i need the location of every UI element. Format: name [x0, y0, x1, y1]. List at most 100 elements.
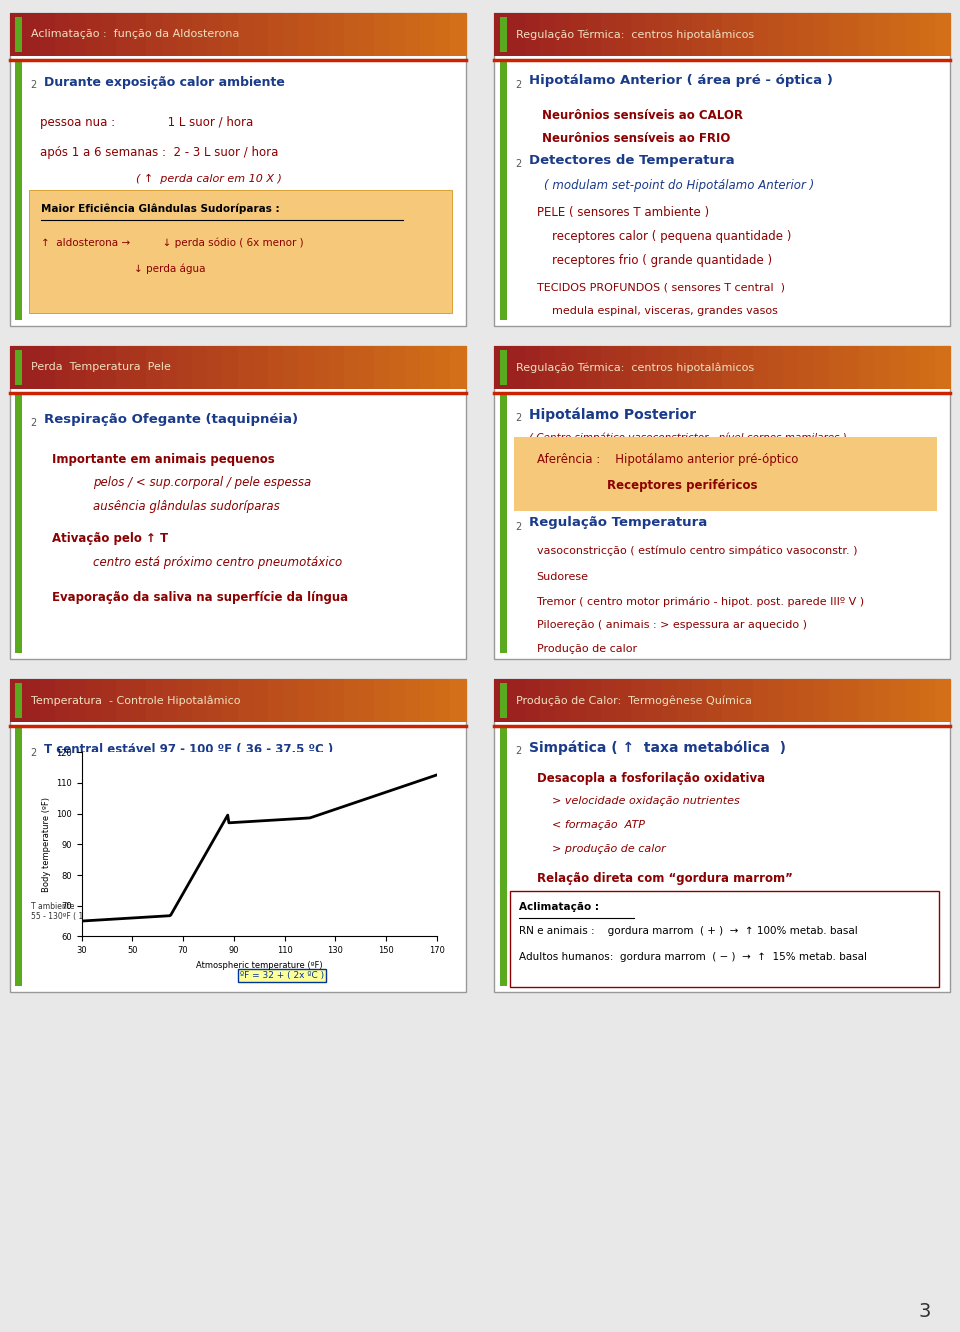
Text: Temperatura  - Controle Hipotalâmico: Temperatura - Controle Hipotalâmico — [31, 695, 240, 706]
FancyBboxPatch shape — [510, 679, 526, 722]
Text: mitocôndria capaz oxidação desacoplada: mitocôndria capaz oxidação desacoplada — [552, 946, 783, 956]
Text: Maior Eficiência Glândulas Sudoríparas :: Maior Eficiência Glândulas Sudoríparas : — [41, 204, 280, 214]
FancyBboxPatch shape — [132, 679, 147, 722]
FancyBboxPatch shape — [268, 679, 284, 722]
FancyBboxPatch shape — [646, 346, 662, 389]
FancyBboxPatch shape — [737, 679, 754, 722]
FancyBboxPatch shape — [146, 679, 162, 722]
Text: Neurônios sensíveis ao FRIO: Neurônios sensíveis ao FRIO — [542, 132, 731, 144]
FancyBboxPatch shape — [920, 346, 936, 389]
FancyBboxPatch shape — [390, 13, 406, 56]
FancyBboxPatch shape — [661, 346, 678, 389]
FancyBboxPatch shape — [85, 13, 102, 56]
Text: > velocidade oxidação nutrientes: > velocidade oxidação nutrientes — [552, 797, 740, 806]
FancyBboxPatch shape — [10, 13, 26, 56]
Text: Perda  Temperatura  Pele: Perda Temperatura Pele — [31, 362, 171, 373]
Text: 2: 2 — [516, 746, 522, 755]
Text: Tremor ( centro motor primário - hipot. post. parede IIIº V ): Tremor ( centro motor primário - hipot. … — [537, 597, 864, 607]
FancyBboxPatch shape — [586, 679, 602, 722]
FancyBboxPatch shape — [859, 679, 876, 722]
FancyBboxPatch shape — [875, 13, 891, 56]
FancyBboxPatch shape — [161, 679, 178, 722]
FancyBboxPatch shape — [601, 13, 617, 56]
Text: T ambiente
55 - 130ºF ( 10 - 55 ºC ): T ambiente 55 - 130ºF ( 10 - 55 ºC ) — [31, 902, 122, 922]
FancyBboxPatch shape — [616, 346, 632, 389]
FancyBboxPatch shape — [10, 346, 466, 659]
Text: Evaporação da saliva na superfície da língua: Evaporação da saliva na superfície da lí… — [52, 591, 348, 603]
Text: vasoconstricção ( estímulo centro simpático vasoconstr. ): vasoconstricção ( estímulo centro simpát… — [537, 546, 857, 557]
FancyBboxPatch shape — [177, 13, 193, 56]
FancyBboxPatch shape — [314, 346, 330, 389]
Text: Relação direta com “gordura marrom”: Relação direta com “gordura marrom” — [537, 872, 793, 884]
Text: pelos / < sup.corporal / pele espessa: pelos / < sup.corporal / pele espessa — [93, 477, 311, 489]
Text: Aferência :    Hipotálamo anterior pré-óptico: Aferência : Hipotálamo anterior pré-ópti… — [537, 453, 798, 465]
FancyBboxPatch shape — [935, 679, 951, 722]
FancyBboxPatch shape — [314, 13, 330, 56]
FancyBboxPatch shape — [783, 679, 800, 722]
FancyBboxPatch shape — [25, 346, 41, 389]
FancyBboxPatch shape — [207, 346, 224, 389]
Text: ↑  aldosterona →          ↓ perda sódio ( 6x menor ): ↑ aldosterona → ↓ perda sódio ( 6x menor… — [41, 237, 304, 248]
FancyBboxPatch shape — [25, 679, 41, 722]
FancyBboxPatch shape — [646, 13, 662, 56]
Text: Durante exposição calor ambiente: Durante exposição calor ambiente — [44, 76, 285, 88]
FancyBboxPatch shape — [813, 679, 829, 722]
FancyBboxPatch shape — [55, 679, 71, 722]
FancyBboxPatch shape — [177, 679, 193, 722]
FancyBboxPatch shape — [85, 346, 102, 389]
FancyBboxPatch shape — [10, 679, 466, 992]
FancyBboxPatch shape — [570, 679, 587, 722]
FancyBboxPatch shape — [268, 13, 284, 56]
FancyBboxPatch shape — [314, 679, 330, 722]
FancyBboxPatch shape — [328, 13, 345, 56]
FancyBboxPatch shape — [920, 679, 936, 722]
FancyBboxPatch shape — [783, 13, 800, 56]
FancyBboxPatch shape — [344, 679, 360, 722]
Text: Neurônios sensíveis ao CALOR: Neurônios sensíveis ao CALOR — [542, 109, 743, 121]
Text: T central estável 97 - 100 ºF ( 36 - 37,5 ºC ): T central estável 97 - 100 ºF ( 36 - 37,… — [44, 743, 333, 755]
FancyBboxPatch shape — [500, 729, 507, 986]
Text: ( modulam set-point do Hipotálamo Anterior ): ( modulam set-point do Hipotálamo Anteri… — [544, 180, 815, 192]
FancyBboxPatch shape — [708, 346, 724, 389]
FancyBboxPatch shape — [708, 13, 724, 56]
FancyBboxPatch shape — [904, 346, 921, 389]
FancyBboxPatch shape — [116, 346, 132, 389]
FancyBboxPatch shape — [116, 679, 132, 722]
FancyBboxPatch shape — [405, 346, 420, 389]
FancyBboxPatch shape — [299, 679, 315, 722]
FancyBboxPatch shape — [10, 13, 466, 326]
FancyBboxPatch shape — [555, 679, 571, 722]
FancyBboxPatch shape — [890, 679, 906, 722]
FancyBboxPatch shape — [146, 13, 162, 56]
FancyBboxPatch shape — [283, 346, 300, 389]
FancyBboxPatch shape — [646, 679, 662, 722]
FancyBboxPatch shape — [435, 679, 451, 722]
FancyBboxPatch shape — [500, 17, 507, 52]
FancyBboxPatch shape — [616, 679, 632, 722]
Text: Adultos humanos:  gordura marrom  ( − )  →  ↑  15% metab. basal: Adultos humanos: gordura marrom ( − ) → … — [519, 952, 868, 963]
FancyBboxPatch shape — [828, 13, 845, 56]
FancyBboxPatch shape — [616, 13, 632, 56]
FancyBboxPatch shape — [70, 679, 86, 722]
FancyBboxPatch shape — [768, 346, 784, 389]
FancyBboxPatch shape — [555, 346, 571, 389]
FancyBboxPatch shape — [920, 13, 936, 56]
FancyBboxPatch shape — [555, 13, 571, 56]
Text: após 1 a 6 semanas :  2 - 3 L suor / hora: após 1 a 6 semanas : 2 - 3 L suor / hora — [40, 147, 278, 159]
FancyBboxPatch shape — [15, 683, 22, 718]
FancyBboxPatch shape — [374, 679, 391, 722]
FancyBboxPatch shape — [101, 13, 117, 56]
FancyBboxPatch shape — [494, 346, 950, 659]
FancyBboxPatch shape — [494, 13, 950, 326]
FancyBboxPatch shape — [844, 346, 860, 389]
Text: Aclimatação :  função da Aldosterona: Aclimatação : função da Aldosterona — [31, 29, 239, 40]
FancyBboxPatch shape — [844, 13, 860, 56]
Text: Regulação Temperatura: Regulação Temperatura — [529, 517, 708, 529]
FancyBboxPatch shape — [435, 13, 451, 56]
FancyBboxPatch shape — [207, 13, 224, 56]
FancyBboxPatch shape — [420, 13, 436, 56]
Text: Regulação Térmica:  centros hipotalâmicos: Regulação Térmica: centros hipotalâmicos — [516, 362, 754, 373]
Text: Detectores de Temperatura: Detectores de Temperatura — [529, 155, 734, 166]
FancyBboxPatch shape — [161, 13, 178, 56]
Text: RN com grande quantidade: RN com grande quantidade — [552, 898, 706, 907]
